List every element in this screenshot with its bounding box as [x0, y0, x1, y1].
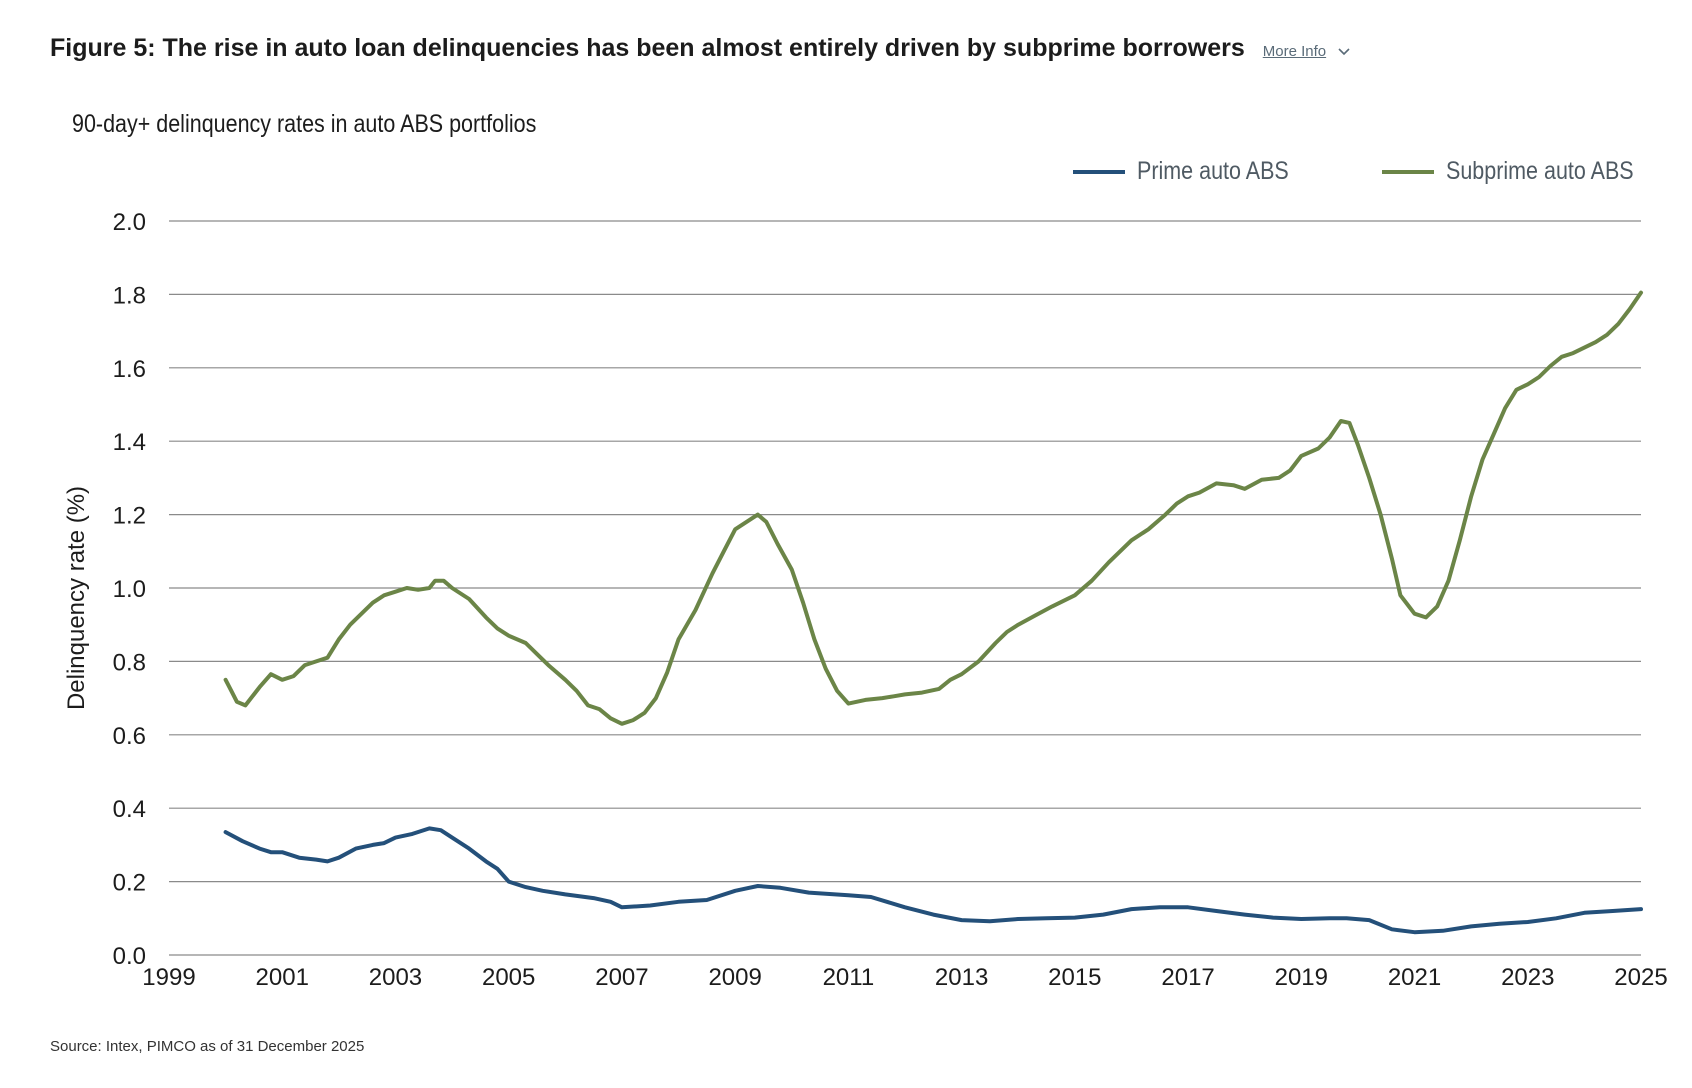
y-tick-label: 1.2: [113, 503, 146, 530]
y-axis-label: Delinquency rate (%): [63, 486, 90, 710]
x-tick-label: 2019: [1275, 964, 1328, 991]
x-tick-label: 2005: [482, 964, 535, 991]
source-note: Source: Intex, PIMCO as of 31 December 2…: [50, 1038, 365, 1055]
y-tick-label: 1.4: [113, 429, 146, 456]
more-info-label: More Info: [1262, 43, 1327, 60]
legend-label-subprime: Subprime auto ABS: [1445, 157, 1634, 185]
y-tick-label: 0.6: [113, 723, 146, 750]
chevron-down-icon: [1338, 47, 1350, 55]
x-tick-label: 2015: [1048, 964, 1101, 991]
y-tick-label: 0.8: [113, 649, 146, 676]
chart-series: [223, 290, 1643, 935]
legend-item-prime: Prime auto ABS: [1073, 157, 1313, 186]
x-tick-label: 2001: [256, 964, 309, 991]
chart-title: 90-day+ delinquency rates in auto ABS po…: [72, 110, 537, 138]
chart-legend: Prime auto ABS Subprime auto ABS: [1073, 157, 1664, 186]
series-line-subprime: [223, 290, 1643, 726]
figure-title: Figure 5: The rise in auto loan delinque…: [50, 34, 1245, 62]
x-axis-ticks: 1999 2001 2003 2005 2007 2009 2011 2013 2015 2017…: [142, 964, 1667, 991]
figure-header: Figure 5: The rise in auto loan delinque…: [50, 34, 1352, 63]
x-tick-label: 2021: [1388, 964, 1441, 991]
x-tick-label: 1999: [142, 964, 195, 991]
chart-grid: [169, 220, 1641, 956]
x-tick-label: 2003: [369, 964, 422, 991]
y-axis-ticks: 0.0 0.2 0.4 0.6 0.8 1.0 1.2 1.4 1.6 1.8 2.0: [113, 209, 146, 970]
x-tick-label: 2011: [823, 964, 875, 991]
x-tick-label: 2025: [1614, 964, 1667, 991]
x-tick-label: 2009: [708, 964, 761, 991]
y-tick-label: 0.2: [113, 870, 146, 897]
y-tick-label: 2.0: [113, 209, 146, 236]
y-tick-label: 0.4: [113, 796, 146, 823]
legend-item-subprime: Subprime auto ABS: [1381, 157, 1664, 186]
y-tick-label: 1.6: [113, 356, 146, 383]
y-tick-label: 1.0: [113, 576, 146, 603]
legend-label-prime: Prime auto ABS: [1137, 157, 1290, 185]
y-tick-label: 0.0: [113, 943, 146, 970]
series-line-prime: [223, 826, 1643, 935]
y-tick-label: 1.8: [113, 282, 146, 309]
legend-swatch-prime: [1073, 169, 1126, 174]
x-tick-label: 2013: [935, 964, 988, 991]
x-tick-label: 2023: [1501, 964, 1554, 991]
more-info-button[interactable]: More Info: [1263, 43, 1352, 60]
x-tick-label: 2017: [1161, 964, 1214, 991]
x-tick-label: 2007: [595, 964, 648, 991]
legend-swatch-subprime: [1381, 169, 1434, 174]
